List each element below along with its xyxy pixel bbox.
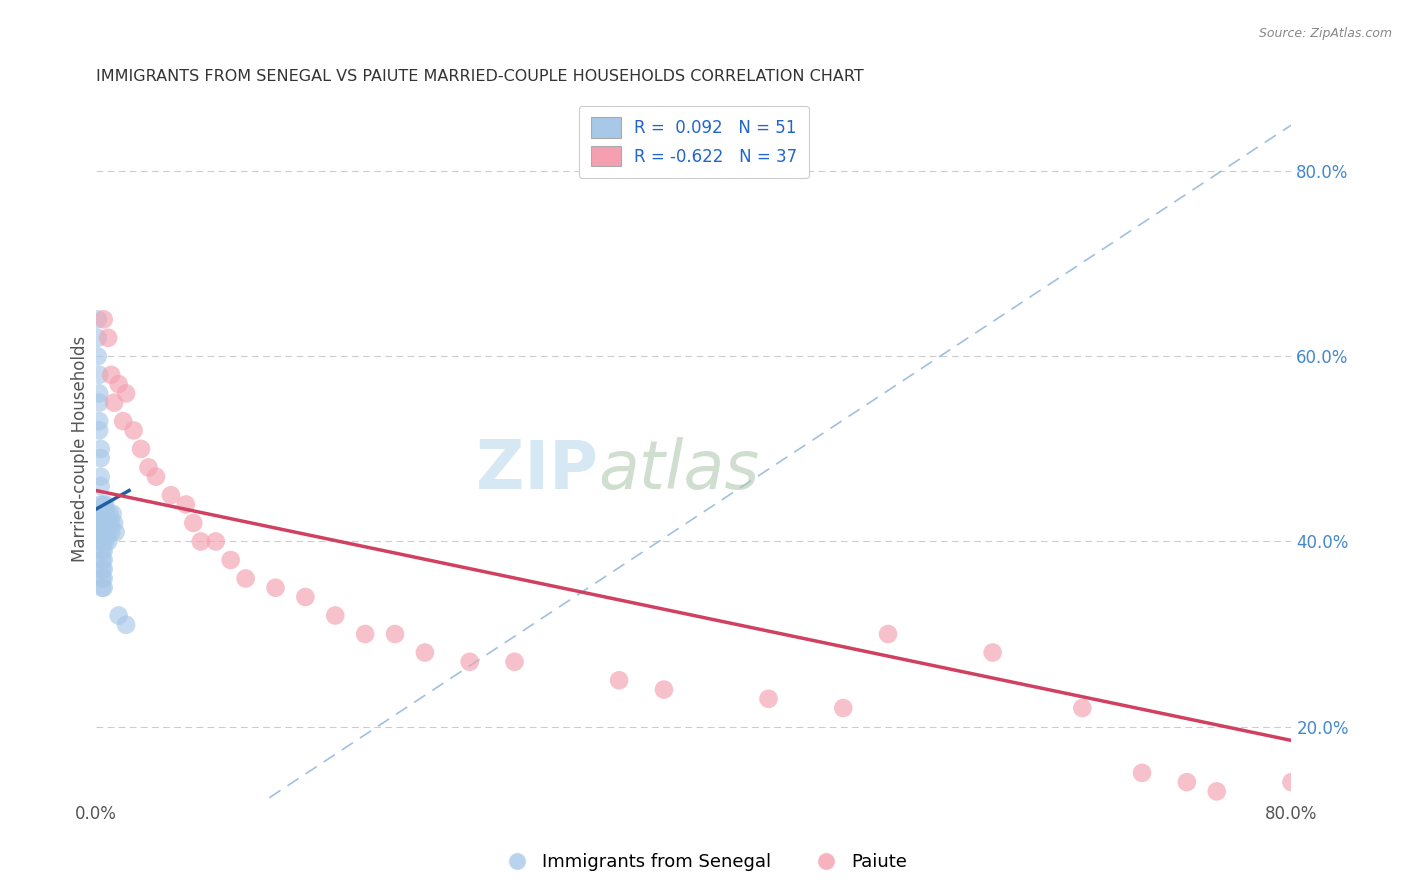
Point (94, 516, 117, 530)
Point (97, 534, 120, 549)
Point (235, 572, 257, 586)
Point (93, 543, 115, 558)
Point (86, 331, 108, 345)
Point (89, 414, 111, 428)
Y-axis label: Married-couple Households: Married-couple Households (72, 335, 89, 562)
Text: IMMIGRANTS FROM SENEGAL VS PAIUTE MARRIED-COUPLE HOUSEHOLDS CORRELATION CHART: IMMIGRANTS FROM SENEGAL VS PAIUTE MARRIE… (96, 69, 863, 84)
Point (91, 543, 114, 558)
Point (107, 377, 129, 392)
Point (458, 655, 481, 669)
Point (89, 386, 111, 401)
Point (503, 655, 526, 669)
Point (90, 469, 112, 483)
Point (90, 507, 112, 521)
Point (100, 368, 122, 382)
Point (877, 627, 900, 641)
Point (97, 525, 120, 540)
Point (264, 581, 287, 595)
Point (607, 673, 630, 688)
Point (138, 460, 160, 475)
Point (652, 682, 675, 697)
Point (93, 553, 115, 567)
Legend: R =  0.092   N = 51, R = -0.622   N = 37: R = 0.092 N = 51, R = -0.622 N = 37 (579, 105, 808, 178)
Point (758, 691, 780, 706)
Point (91, 525, 114, 540)
Point (160, 488, 183, 502)
Point (97, 516, 120, 530)
Point (1205, 784, 1227, 798)
Point (91, 553, 114, 567)
Point (98, 507, 121, 521)
Point (384, 627, 406, 641)
Point (981, 646, 1004, 660)
Point (413, 646, 436, 660)
Point (93, 498, 115, 512)
Point (1130, 765, 1153, 780)
Point (101, 507, 124, 521)
Point (91, 572, 114, 586)
Point (94, 498, 117, 512)
Point (354, 627, 377, 641)
Point (832, 701, 855, 715)
Point (91, 516, 114, 530)
Point (90, 498, 112, 512)
Text: atlas: atlas (598, 437, 759, 503)
Point (96, 507, 118, 521)
Point (96, 516, 118, 530)
Point (1071, 701, 1094, 715)
Point (112, 414, 135, 428)
Point (90, 442, 112, 456)
Point (1175, 775, 1198, 789)
Point (129, 442, 152, 456)
Point (89, 424, 111, 438)
Point (107, 608, 129, 623)
Point (97, 331, 120, 345)
Point (94, 507, 117, 521)
Point (100, 516, 122, 530)
Point (103, 516, 125, 530)
Point (91, 534, 114, 549)
Point (104, 525, 127, 540)
Point (190, 534, 212, 549)
Point (89, 395, 111, 409)
Point (115, 617, 138, 632)
Point (93, 525, 115, 540)
Point (145, 469, 167, 483)
Point (323, 608, 346, 623)
Point (86, 312, 108, 326)
Point (94, 534, 117, 549)
Point (100, 525, 122, 540)
Legend: Immigrants from Senegal, Paiute: Immigrants from Senegal, Paiute (492, 847, 914, 879)
Point (219, 553, 242, 567)
Point (93, 581, 115, 595)
Point (91, 562, 114, 576)
Text: Source: ZipAtlas.com: Source: ZipAtlas.com (1258, 27, 1392, 40)
Point (89, 368, 111, 382)
Point (103, 395, 125, 409)
Point (93, 562, 115, 576)
Point (93, 516, 115, 530)
Point (122, 424, 145, 438)
Point (204, 534, 226, 549)
Point (90, 451, 112, 466)
Point (1281, 775, 1303, 789)
Point (91, 581, 114, 595)
Point (174, 498, 197, 512)
Point (115, 386, 138, 401)
Point (94, 525, 117, 540)
Point (86, 349, 108, 363)
Point (183, 516, 205, 530)
Point (93, 572, 115, 586)
Point (90, 479, 112, 493)
Point (96, 525, 118, 540)
Point (93, 312, 115, 326)
Point (93, 534, 115, 549)
Point (93, 507, 115, 521)
Text: ZIP: ZIP (477, 437, 598, 503)
Point (294, 590, 316, 604)
